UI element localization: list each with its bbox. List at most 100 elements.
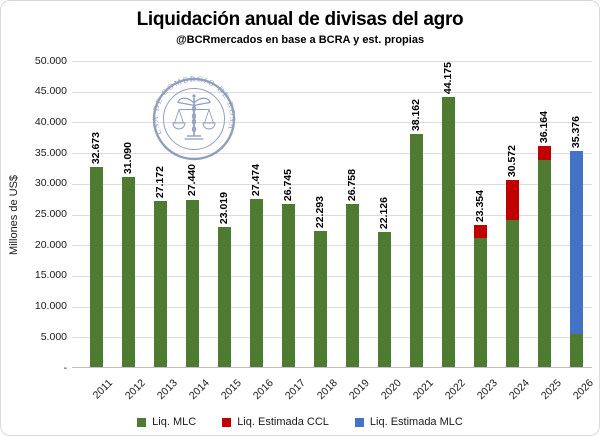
bar-value-label: 27.172: [154, 166, 166, 199]
bar-slot: 44.175 2022: [432, 61, 467, 402]
y-tick-label: 25.000: [34, 208, 67, 220]
bar-slot: 32.673 2011: [80, 61, 115, 401]
bar-value-label: 27.440: [186, 164, 198, 197]
x-axis-label: 2019: [346, 377, 372, 403]
bar-stack: [441, 96, 455, 368]
bar-slot: 26.758 2019: [336, 61, 371, 402]
bar-stack: [121, 177, 135, 368]
bar-segment-liq-mlc: [473, 237, 487, 368]
bar-value-label: 44.175: [442, 61, 454, 94]
bar-stack: [345, 203, 359, 368]
bar-slot: 27.474 2016: [240, 61, 275, 402]
bar-value-label: 38.162: [410, 98, 422, 131]
legend-label: Liq. MLC: [152, 416, 197, 428]
gridline: [72, 122, 592, 124]
chart-subtitle: @BCRmercados en base a BCRA y est. propi…: [175, 34, 425, 46]
bar-segment-liq-mlc: [345, 203, 359, 368]
legend-label: Liq. Estimada MLC: [369, 416, 463, 428]
bar-value-label: 30.572: [506, 145, 518, 178]
gridline: [72, 91, 592, 93]
bar-series-area: 32.673 2011 31.090 2012 27.172 2013 27.440 2014…: [80, 61, 595, 402]
bar-segment-liq-mlc: [313, 231, 327, 368]
bar-value-label: 26.758: [346, 168, 358, 201]
x-axis-label: 2018: [314, 377, 340, 403]
bar-stack: [153, 201, 167, 368]
bar-value-label: 36.164: [538, 110, 550, 143]
legend: Liq. MLC Liq. Estimada CCL Liq. Estimada M…: [1, 416, 599, 428]
y-tick-label: 10.000: [34, 300, 67, 313]
chart-title: Liquidación anual de divisas del agro: [136, 9, 464, 30]
bar-segment-liq-mlc: [217, 226, 231, 368]
bar-segment-liq-mlc: [249, 199, 263, 368]
bar-stack: [89, 167, 103, 368]
x-axis-label: 2025: [538, 377, 564, 403]
x-axis-label: 2016: [250, 377, 276, 403]
bar-slot: 26.745 2017: [272, 61, 307, 402]
bar-segment-liq-estimada-ccl: [473, 224, 487, 238]
bar-value-label: 27.474: [250, 164, 262, 197]
bar-value-label: 22.126: [378, 197, 390, 230]
bar-stack: [281, 203, 295, 368]
bar-stack: [569, 150, 583, 368]
x-axis-label: 2011: [91, 377, 116, 402]
legend-item: Liq. Estimada CCL: [222, 416, 329, 428]
x-axis-label: 2013: [154, 377, 180, 403]
bar-stack: [313, 231, 327, 368]
x-axis-label: 2012: [122, 377, 148, 403]
bar-segment-liq-mlc: [89, 167, 103, 368]
bar-segment-liq-mlc: [153, 201, 167, 368]
gridline: [72, 153, 592, 155]
bar-segment-liq-estimada-ccl: [505, 180, 519, 221]
y-tick-label: -: [63, 361, 68, 374]
bar-segment-liq-mlc: [185, 199, 199, 368]
bar-stack: [537, 145, 551, 368]
gridline: [72, 214, 592, 216]
x-axis-line: [72, 367, 592, 368]
x-axis-label: 2014: [186, 377, 212, 403]
y-tick-label: 20.000: [34, 238, 67, 251]
bar-slot: 38.162 2021: [400, 61, 435, 402]
bar-slot: 23.019 2015: [208, 61, 243, 402]
legend-item: Liq. Estimada MLC: [354, 416, 463, 428]
x-axis-label: 2017: [282, 377, 308, 403]
x-axis-label: 2024: [506, 377, 532, 403]
bar-slot: 22.126 2020: [368, 61, 403, 402]
bar-segment-liq-mlc: [569, 334, 583, 368]
bar-slot: 31.090 2012: [112, 61, 147, 402]
bar-stack: [505, 180, 519, 368]
y-tick-label: 40.000: [34, 115, 67, 128]
bar-value-label: 32.673: [90, 132, 102, 165]
bar-value-label: 26.745: [282, 168, 294, 201]
gridline: [72, 61, 592, 62]
bar-stack: [217, 226, 231, 368]
bar-stack: [409, 133, 423, 368]
y-tick-label: 15.000: [34, 269, 67, 282]
y-tick-label: 35.000: [34, 146, 67, 159]
y-tick-label: 50.000: [34, 54, 67, 67]
legend-label: Liq. Estimada CCL: [237, 416, 329, 428]
bar-slot: 30.572 2024: [496, 61, 531, 402]
bar-stack: [377, 232, 391, 368]
legend-swatch: [222, 417, 232, 427]
bar-slot: 36.164 2025: [528, 61, 563, 402]
bar-segment-liq-mlc: [121, 177, 135, 368]
bar-segment-liq-estimada-mlc: [569, 150, 583, 335]
legend-swatch: [137, 417, 147, 427]
bar-slot: 22.293 2018: [304, 61, 339, 402]
bar-value-label: 22.293: [314, 196, 326, 229]
x-axis-label: 2022: [442, 377, 468, 403]
bar-segment-liq-estimada-ccl: [537, 145, 551, 160]
x-axis-label: 2020: [378, 377, 404, 403]
bar-value-label: 35.376: [570, 115, 582, 148]
bar-stack: [473, 224, 487, 368]
legend-item: Liq. MLC: [137, 416, 196, 428]
x-axis-label: 2023: [474, 377, 500, 403]
bar-segment-liq-mlc: [409, 133, 423, 368]
bar-slot: 27.440 2014: [176, 61, 211, 402]
bar-segment-liq-mlc: [441, 96, 455, 368]
bar-value-label: 23.019: [218, 191, 230, 224]
y-tick-label: 30.000: [34, 177, 67, 190]
bar-slot: 27.172 2013: [144, 61, 179, 402]
gridline: [72, 183, 592, 185]
